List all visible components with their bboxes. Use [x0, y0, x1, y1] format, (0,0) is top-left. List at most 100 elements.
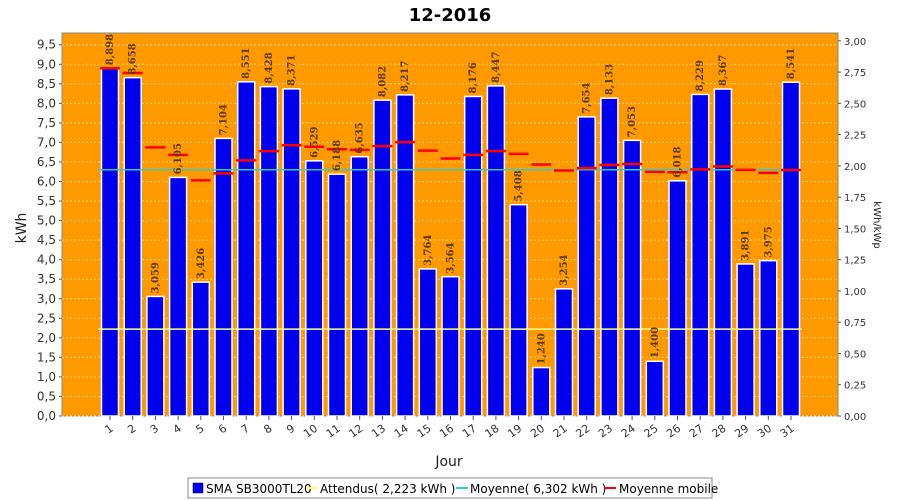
x-tick-label: 6 [216, 422, 229, 437]
bar [668, 180, 687, 417]
x-tick-label: 27 [687, 422, 706, 441]
y-tick-label: 8,0 [37, 96, 56, 110]
x-tick-label: 7 [239, 422, 252, 437]
y2-tick-label: 1,75 [844, 193, 866, 204]
bars [100, 67, 801, 417]
x-tick-label: 29 [732, 422, 751, 441]
bar [305, 160, 324, 417]
bar-value-label: 3,891 [741, 230, 752, 261]
legend: SMA SB3000TL20 Attendus( 2,223 kWh ) Moy… [187, 477, 718, 499]
x-tick-label: 17 [460, 422, 479, 441]
bar [463, 95, 483, 417]
bar [123, 76, 142, 417]
y-tick-label: 6,0 [37, 175, 56, 189]
bar-value-label: 8,898 [105, 34, 116, 65]
bar-value-label: 1,400 [650, 327, 661, 358]
bar-value-label: 8,217 [400, 61, 411, 92]
y2-tick-label: 1,25 [844, 256, 866, 267]
bar [759, 259, 778, 417]
x-tick-label: 14 [392, 422, 411, 441]
y2-tick-label: 2,25 [844, 131, 866, 142]
y2-tick-label: 2,50 [844, 99, 866, 110]
bar [486, 85, 506, 417]
x-tick-label: 22 [573, 422, 592, 441]
y-axis-right: 0,00 0,25 0,50 0,75 1,00 1,25 1,50 1,75 2,00 2,25… [838, 37, 866, 423]
x-tick-label: 25 [642, 422, 661, 441]
y-tick-label: 9,5 [37, 38, 56, 52]
bar-value-label: 6,018 [673, 146, 684, 177]
bar [373, 99, 392, 417]
x-tick-label: 23 [596, 422, 615, 441]
y-tick-label: 0,5 [37, 389, 56, 403]
bar [191, 281, 211, 417]
x-tick-label: 11 [324, 422, 343, 441]
x-tick-label: 18 [483, 422, 502, 441]
x-tick-label: 5 [193, 422, 206, 437]
x-tick-label: 10 [301, 422, 320, 441]
bar [100, 67, 120, 417]
x-tick-label: 24 [619, 422, 638, 441]
bar [327, 173, 347, 417]
x-tick-label: 31 [778, 422, 797, 441]
bar-value-label: 8,658 [128, 43, 139, 74]
bar-value-label: 8,082 [377, 66, 388, 97]
y-tick-label: 9,0 [37, 57, 56, 71]
bar [441, 275, 460, 417]
bar [622, 139, 642, 417]
bar [168, 176, 188, 417]
bar-value-label: 3,059 [150, 262, 161, 293]
bar [146, 295, 165, 417]
y2-axis-label: kWh/kWp [871, 201, 882, 248]
bar [532, 366, 551, 417]
x-tick-label: 1 [103, 422, 116, 437]
y-tick-label: 7,0 [37, 135, 56, 149]
x-tick-label: 3 [148, 422, 161, 437]
x-tick-label: 20 [528, 422, 547, 441]
y-axis-left: 0,0 0,5 1,0 1,5 2,0 2,5 3,0 3,5 4,0 4,5 5,0 5,5 6,0 6… [37, 38, 62, 423]
y-tick-label: 5,5 [37, 194, 56, 208]
bar-value-label: 7,053 [627, 106, 638, 137]
bar-value-label: 3,975 [763, 226, 774, 257]
y2-tick-label: 0,50 [844, 349, 866, 360]
bar-value-label: 6,188 [332, 140, 343, 171]
bar-value-label: 7,104 [219, 104, 230, 135]
bar [236, 81, 256, 417]
bar [713, 88, 733, 417]
x-tick-label: 15 [415, 422, 434, 441]
bar-value-label: 8,428 [264, 52, 275, 83]
y-tick-label: 8,5 [37, 77, 56, 91]
bar [577, 116, 596, 417]
bar [418, 268, 438, 417]
x-tick-label: 4 [171, 422, 184, 437]
bar [259, 85, 279, 417]
legend-item-moyenne: Moyenne( 6,302 kWh ) [470, 482, 606, 496]
reference-lines [98, 67, 802, 330]
bar-value-label: 8,551 [241, 47, 252, 78]
x-tick-label: 26 [664, 422, 683, 441]
y2-tick-label: 1,50 [844, 224, 866, 235]
bar [554, 288, 574, 417]
bar-value-label: 3,254 [559, 254, 570, 285]
bar-value-label: 8,133 [604, 64, 615, 95]
bar [214, 137, 233, 417]
y-tick-label: 7,5 [37, 116, 56, 130]
y2-tick-label: 3,00 [844, 37, 866, 48]
bar-value-label: 6,635 [355, 122, 366, 153]
y-tick-label: 0,0 [37, 409, 56, 423]
x-tick-label: 9 [284, 422, 297, 437]
bar [690, 93, 710, 417]
x-tick-label: 2 [125, 422, 138, 437]
data-labels: 8,898 8,658 3,059 6,105 3,426 7,104 8,551 8,428… [105, 34, 797, 365]
bar-value-label: 7,654 [582, 83, 593, 114]
bar-value-label: 8,541 [786, 48, 797, 79]
x-tick-label: 13 [369, 422, 388, 441]
bar-value-label: 6,529 [309, 126, 320, 157]
legend-item-bar: SMA SB3000TL20 [206, 482, 312, 496]
chart-title: 12-2016 [409, 5, 492, 26]
bar-value-label: 3,426 [196, 248, 207, 279]
bar [736, 263, 755, 417]
y-tick-label: 2,0 [37, 331, 56, 345]
bar-value-label: 8,367 [718, 55, 729, 86]
x-tick-label: 30 [755, 422, 774, 441]
